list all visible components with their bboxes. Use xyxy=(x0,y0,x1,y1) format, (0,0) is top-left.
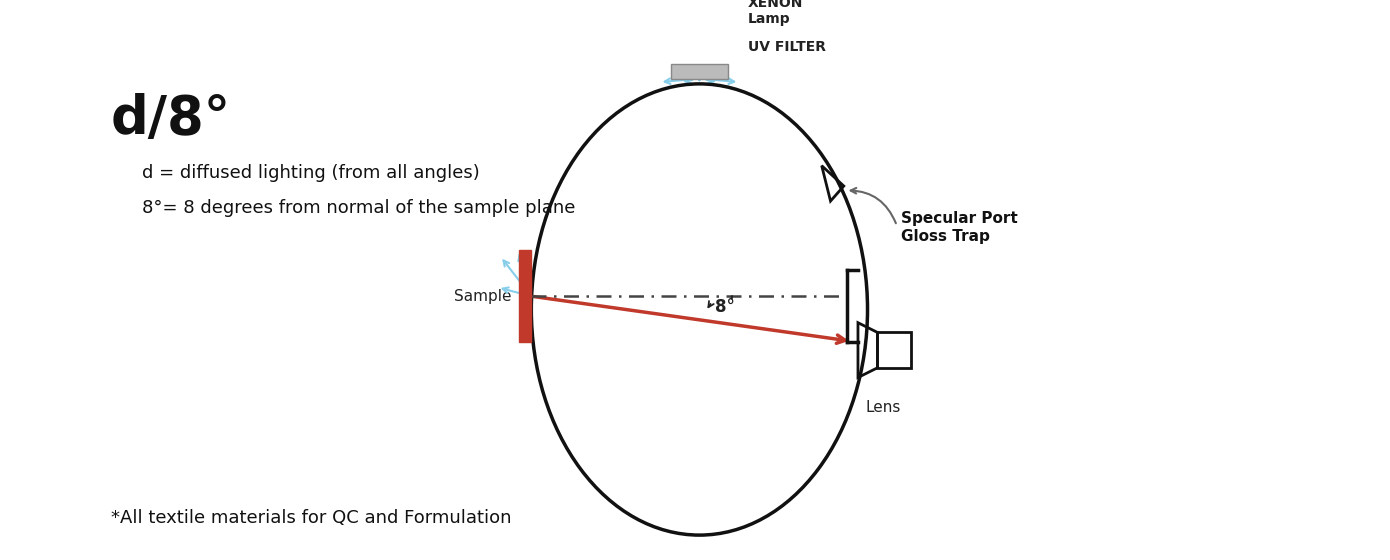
Text: d = diffused lighting (from all angles): d = diffused lighting (from all angles) xyxy=(142,164,480,181)
Text: UV FILTER: UV FILTER xyxy=(748,40,826,54)
Text: Sample: Sample xyxy=(455,289,512,304)
Text: Lens: Lens xyxy=(865,400,901,414)
FancyBboxPatch shape xyxy=(518,250,531,342)
Text: XENON
Lamp: XENON Lamp xyxy=(748,0,803,26)
Text: *All textile materials for QC and Formulation: *All textile materials for QC and Formul… xyxy=(111,508,512,526)
Text: 8°= 8 degrees from normal of the sample plane: 8°= 8 degrees from normal of the sample … xyxy=(142,199,575,217)
Text: Specular Port
Gloss Trap: Specular Port Gloss Trap xyxy=(901,212,1017,244)
Text: 8°: 8° xyxy=(714,298,734,316)
FancyBboxPatch shape xyxy=(671,63,728,80)
FancyBboxPatch shape xyxy=(666,34,733,60)
Ellipse shape xyxy=(676,0,724,32)
Text: d/8°: d/8° xyxy=(111,93,231,144)
